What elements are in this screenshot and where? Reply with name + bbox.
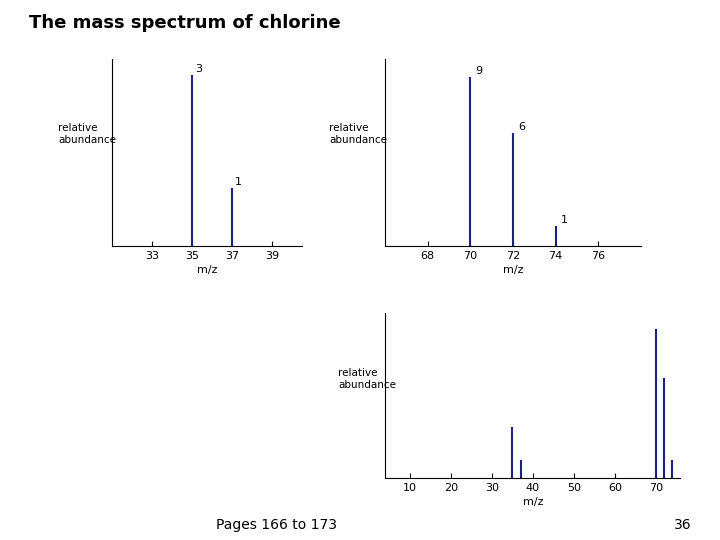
Text: The mass spectrum of chlorine: The mass spectrum of chlorine — [29, 14, 341, 31]
Text: relative
abundance: relative abundance — [338, 368, 396, 390]
Text: Pages 166 to 173: Pages 166 to 173 — [216, 518, 337, 532]
Text: relative
abundance: relative abundance — [329, 123, 387, 145]
X-axis label: m/z: m/z — [503, 265, 523, 275]
X-axis label: m/z: m/z — [523, 497, 543, 507]
Text: 9: 9 — [476, 66, 483, 76]
Text: 6: 6 — [518, 122, 526, 132]
X-axis label: m/z: m/z — [197, 265, 217, 275]
Text: 1: 1 — [561, 215, 568, 225]
Text: 3: 3 — [195, 64, 202, 74]
Text: relative
abundance: relative abundance — [58, 123, 116, 145]
Text: 36: 36 — [674, 518, 691, 532]
Text: 1: 1 — [235, 177, 242, 187]
